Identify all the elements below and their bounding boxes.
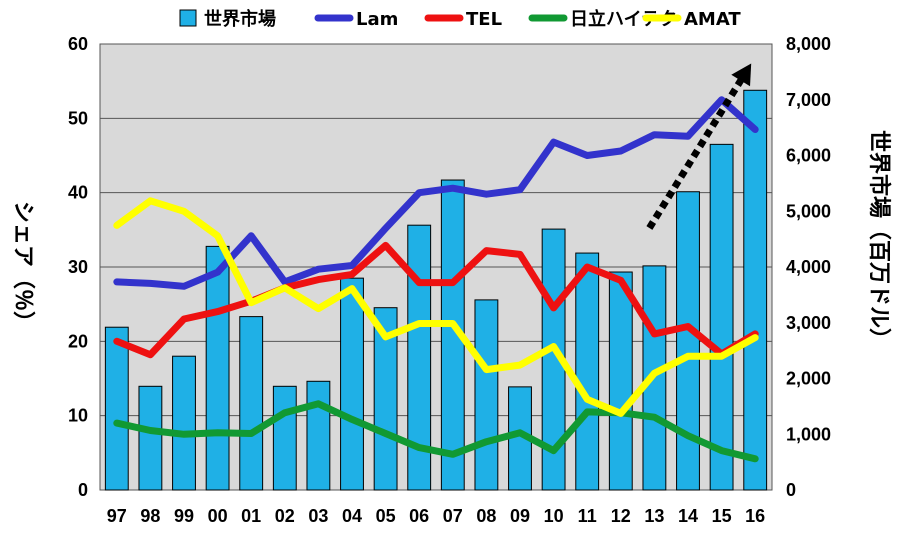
- trend-arrow-shaft: [646, 75, 746, 230]
- bar-01: [239, 316, 264, 491]
- x-tick-label: 05: [376, 506, 396, 526]
- line-TEL: [113, 241, 759, 359]
- bar-14: [676, 191, 700, 491]
- legend-label: AMAT: [684, 9, 741, 30]
- y-right-tick-label: 1,000: [786, 424, 831, 444]
- x-tick-label: 16: [745, 506, 765, 526]
- x-tick-label: 12: [611, 506, 631, 526]
- x-tick-label: 09: [510, 506, 530, 526]
- bar-08: [474, 299, 499, 491]
- y-left-tick-label: 0: [78, 480, 88, 500]
- x-tick-label: 08: [476, 506, 496, 526]
- bar-series-世界市場: [104, 89, 768, 491]
- y-right-tick-label: 0: [786, 480, 796, 500]
- bar-06: [407, 224, 432, 491]
- y-right-tick-label: 2,000: [786, 369, 831, 389]
- y-left-tick-label: 40: [68, 183, 88, 203]
- bar-99: [172, 355, 196, 491]
- y-right-tick-label: 8,000: [786, 34, 831, 54]
- right-axis-title: 世界市場（百万ドル）: [866, 130, 892, 350]
- legend-item: 世界市場: [179, 8, 276, 30]
- left-axis-label: シェア（％）: [10, 201, 35, 333]
- y-right-tick-label: 6,000: [786, 146, 831, 166]
- x-tick-label: 15: [712, 506, 732, 526]
- right-axis-label: 世界市場（百万ドル）: [866, 130, 892, 350]
- legend-swatch: [179, 9, 197, 27]
- bar-98: [138, 385, 163, 491]
- bar-04: [340, 277, 364, 491]
- bar-15: [709, 143, 734, 491]
- bar-00: [205, 245, 230, 491]
- bar-12: [608, 271, 633, 491]
- y-left-tick-label: 50: [68, 108, 88, 128]
- tick-labels: 010203040506001,0002,0003,0004,0005,0006…: [68, 34, 831, 526]
- x-tick-label: 06: [409, 506, 429, 526]
- y-left-tick-label: 10: [68, 406, 88, 426]
- left-axis-title: シェア（％）: [10, 201, 35, 333]
- legend-item: AMAT: [642, 9, 741, 30]
- bar-03: [306, 380, 331, 491]
- x-tick-label: 00: [208, 506, 228, 526]
- x-tick-label: 97: [107, 506, 127, 526]
- y-right-tick-label: 4,000: [786, 257, 831, 277]
- y-left-tick-label: 30: [68, 257, 88, 277]
- bar-16: [743, 89, 768, 491]
- x-tick-label: 98: [140, 506, 160, 526]
- x-tick-label: 03: [308, 506, 328, 526]
- y-left-tick-label: 60: [68, 34, 88, 54]
- line-series: [113, 96, 759, 463]
- y-right-tick-label: 3,000: [786, 313, 831, 333]
- plot-frame: [99, 43, 773, 491]
- bar-05: [373, 307, 398, 491]
- bar-97: [104, 326, 129, 491]
- x-tick-label: 10: [544, 506, 564, 526]
- trend-arrow-head: [731, 63, 752, 87]
- legend-label: 日立ハイテク: [570, 8, 677, 30]
- y-right-tick-label: 7,000: [786, 90, 831, 110]
- bar-11: [575, 252, 600, 491]
- y-left-tick-label: 20: [68, 331, 88, 351]
- x-tick-label: 11: [578, 506, 597, 526]
- x-tick-label: 04: [342, 506, 362, 526]
- x-tick-label: 99: [174, 506, 194, 526]
- legend-item: 日立ハイテク: [528, 8, 677, 30]
- x-tick-label: 01: [241, 506, 261, 526]
- trend-arrow: [646, 63, 752, 230]
- x-tick-label: 14: [678, 506, 698, 526]
- legend-label: Lam: [356, 9, 398, 30]
- x-tick-label: 13: [644, 506, 664, 526]
- y-right-tick-label: 5,000: [786, 201, 831, 221]
- line-日立ハイテク: [113, 400, 759, 463]
- x-tick-label: 02: [275, 506, 295, 526]
- line-AMAT: [113, 197, 759, 417]
- legend: 世界市場 Lam TEL 日立ハイテク AMAT: [179, 8, 741, 30]
- legend-item: TEL: [424, 9, 502, 30]
- x-tick-label: 07: [443, 506, 463, 526]
- legend-label: TEL: [466, 9, 502, 30]
- bar-02: [272, 385, 297, 491]
- legend-label: 世界市場: [204, 8, 276, 30]
- legend-item: Lam: [314, 9, 398, 30]
- line-Lam: [113, 96, 759, 290]
